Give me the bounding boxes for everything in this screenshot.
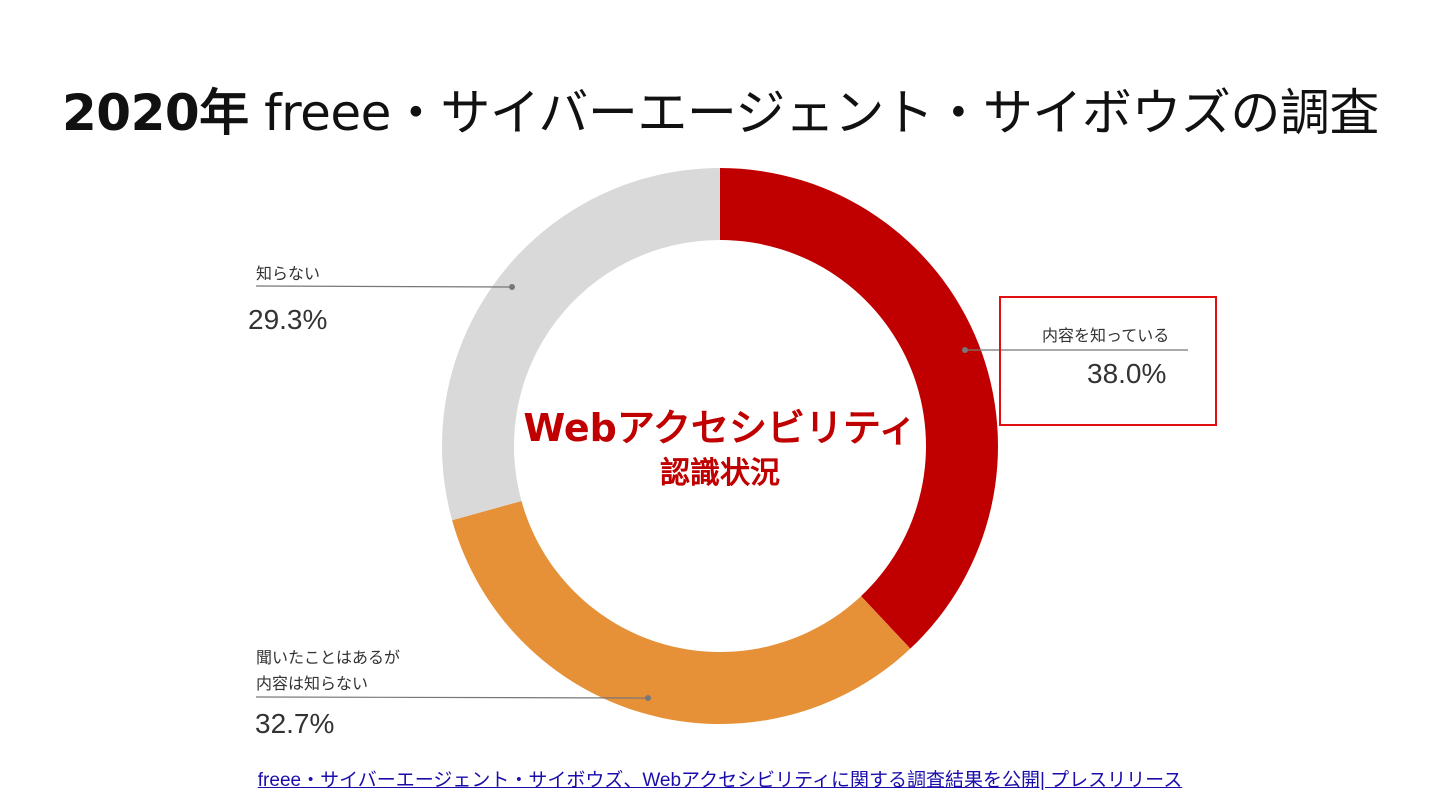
source-link-container: freee・サイバーエージェント・サイボウズ、Webアクセシビリティに関する調査… [0,768,1440,794]
donut-center-title: Webアクセシビリティ [523,406,917,450]
page-title: 2020年 freee・サイバーエージェント・サイボウズの調査 [62,78,1379,148]
leader-dot-heard [645,695,651,701]
slice-unaware [442,168,720,521]
label-heard-line1: 聞いたことはあるが [256,648,401,667]
title-year: 2020年 [62,84,249,142]
slice-aware [720,168,999,649]
donut-center-subtitle: 認識状況 [660,456,780,491]
slice-heard [452,500,911,724]
leader-dot-unaware [509,284,515,290]
label-aware: 内容を知っている [1042,326,1170,345]
highlight-box [999,296,1217,426]
source-link[interactable]: freee・サイバーエージェント・サイボウズ、Webアクセシビリティに関する調査… [257,770,1183,791]
title-text: freee・サイバーエージェント・サイボウズの調査 [248,84,1379,142]
leader-line-unaware [255,285,513,288]
label-unaware: 知らない [256,264,321,283]
pct-aware: 38.0% [1087,358,1167,389]
label-heard-line2: 内容は知らない [256,674,369,693]
leader-dot-aware [962,347,968,353]
pct-heard: 32.7% [255,708,335,739]
leader-line-heard [255,696,649,699]
pct-unaware: 29.3% [248,304,328,335]
